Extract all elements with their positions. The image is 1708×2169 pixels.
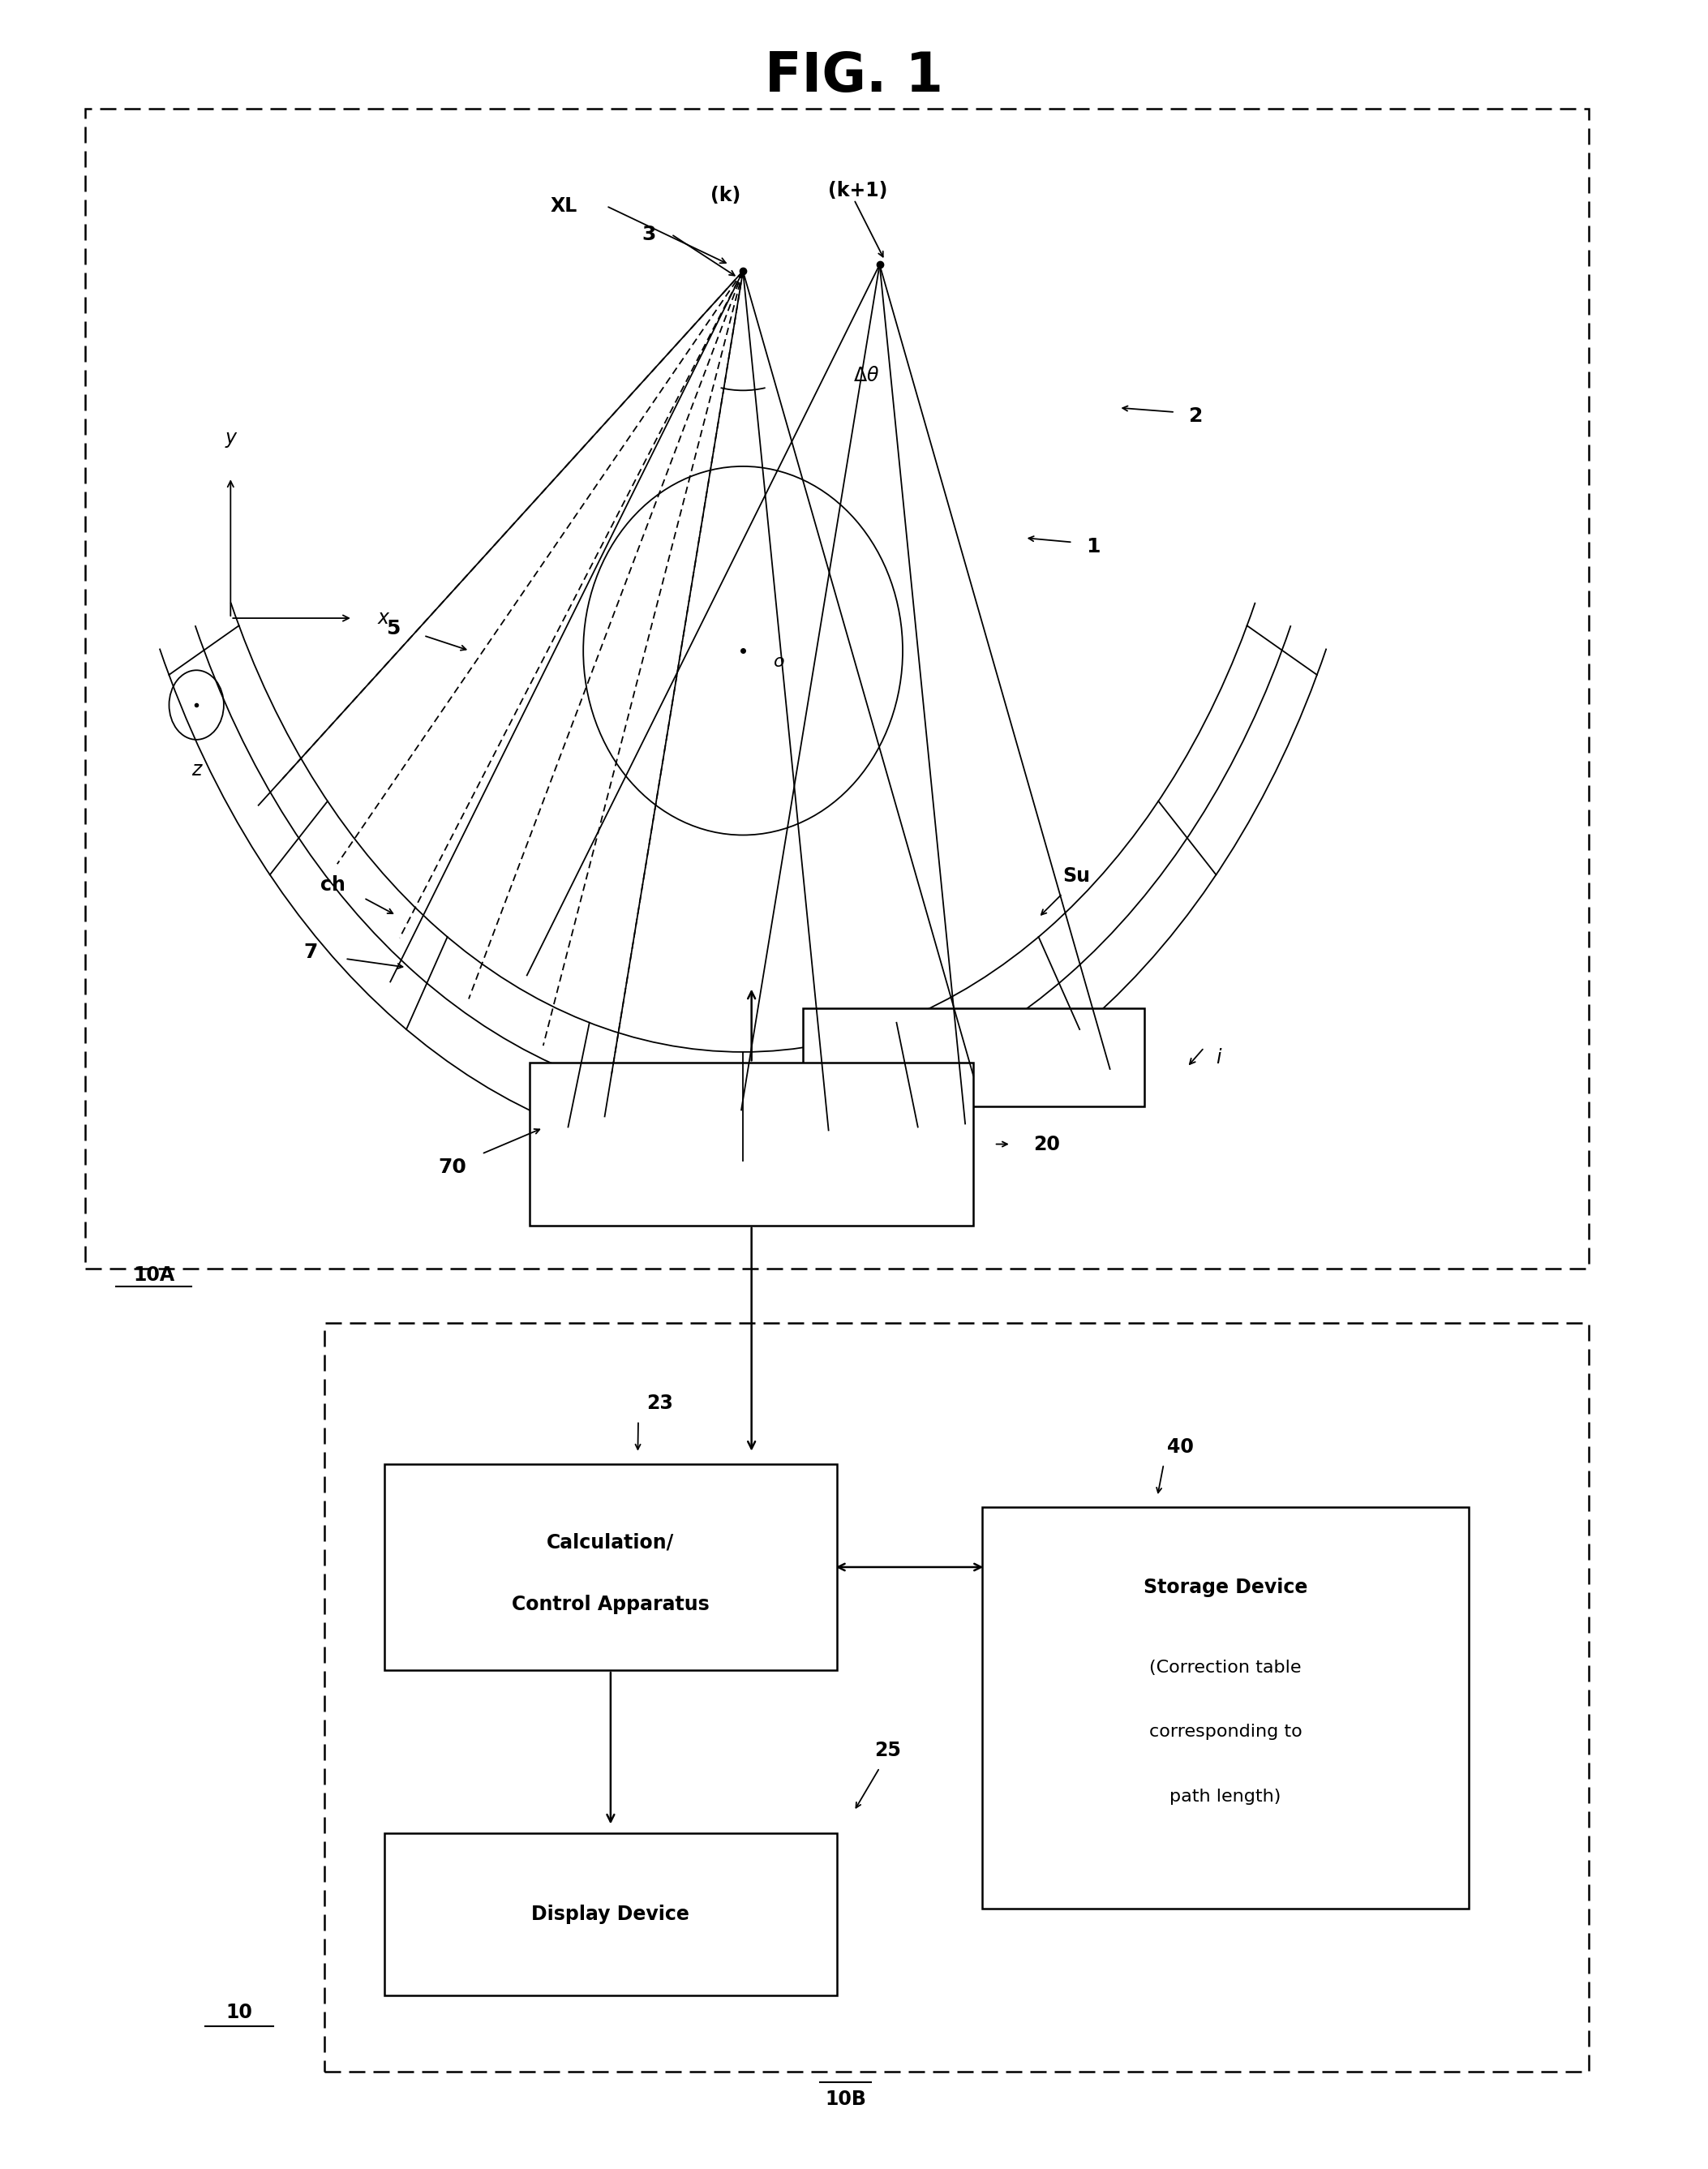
Bar <box>529 1063 974 1225</box>
Text: y: y <box>225 429 236 447</box>
Text: XL: XL <box>550 197 577 215</box>
Text: 3: 3 <box>642 226 656 243</box>
Text: 70: 70 <box>439 1158 466 1176</box>
Bar <box>982 1507 1469 1909</box>
Text: 5: 5 <box>386 620 400 638</box>
Text: 7: 7 <box>304 944 318 961</box>
Text: Calculation/: Calculation/ <box>547 1533 675 1553</box>
Text: ch: ch <box>321 876 345 894</box>
Text: 40: 40 <box>1167 1438 1194 1455</box>
Bar <box>325 1323 1588 2071</box>
Text: 2: 2 <box>1189 408 1202 425</box>
Bar <box>803 1009 1144 1106</box>
Text: i: i <box>1216 1048 1221 1067</box>
Text: 1: 1 <box>1086 538 1100 555</box>
Bar <box>85 108 1588 1269</box>
Bar <box>384 1833 837 1995</box>
Text: corresponding to: corresponding to <box>1149 1724 1301 1740</box>
Text: (Correction table: (Correction table <box>1149 1659 1301 1677</box>
Text: z: z <box>191 761 202 779</box>
Text: $\Delta\theta$: $\Delta\theta$ <box>852 367 880 384</box>
Text: 10B: 10B <box>825 2091 866 2108</box>
Text: 25: 25 <box>874 1742 902 1759</box>
Bar <box>384 1464 837 1670</box>
Text: (k): (k) <box>711 187 741 204</box>
Text: 10A: 10A <box>133 1267 174 1284</box>
Text: FIG. 1: FIG. 1 <box>765 50 943 102</box>
Text: x: x <box>377 609 389 627</box>
Text: path length): path length) <box>1170 1787 1281 1805</box>
Text: 20: 20 <box>1033 1134 1061 1154</box>
Text: 10: 10 <box>225 2004 253 2022</box>
Text: Control Apparatus: Control Apparatus <box>512 1594 709 1614</box>
Text: (k+1): (k+1) <box>828 182 886 200</box>
Text: Su: Su <box>1062 868 1090 885</box>
Text: o: o <box>774 653 784 670</box>
Text: Storage Device: Storage Device <box>1143 1579 1308 1596</box>
Text: Display Device: Display Device <box>531 1904 690 1924</box>
Text: 23: 23 <box>647 1395 673 1412</box>
